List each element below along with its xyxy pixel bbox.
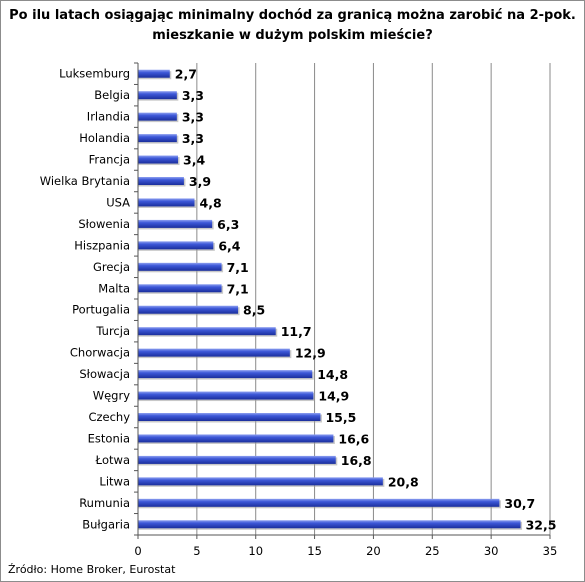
category-label: Węgry <box>93 389 130 403</box>
value-label: 12,9 <box>295 346 326 361</box>
x-tick-label: 5 <box>193 544 200 558</box>
category-label: Hiszpania <box>74 238 130 252</box>
category-label: Portugalia <box>72 303 130 317</box>
value-label: 16,6 <box>338 431 369 446</box>
value-label: 7,1 <box>227 260 249 275</box>
bar <box>138 477 383 486</box>
bar <box>138 520 521 529</box>
category-label: Wielka Brytania <box>40 174 130 188</box>
value-label: 15,5 <box>325 410 356 425</box>
category-label: Irlandia <box>87 110 130 124</box>
value-label: 8,5 <box>243 303 265 318</box>
bar <box>138 219 213 228</box>
category-label: Grecja <box>93 260 130 274</box>
value-label: 6,3 <box>217 217 239 232</box>
bar <box>138 69 170 78</box>
x-tick-label: 30 <box>484 544 499 558</box>
x-tick-label: 35 <box>543 544 558 558</box>
category-label: Rumunia <box>79 496 130 510</box>
category-label: Litwa <box>99 474 130 488</box>
value-label: 16,8 <box>341 453 372 468</box>
value-label: 14,9 <box>318 389 349 404</box>
value-label: 32,5 <box>526 517 557 532</box>
category-label: Łotwa <box>95 453 130 467</box>
category-label: Chorwacja <box>70 346 130 360</box>
value-label: 3,3 <box>182 110 204 125</box>
bar <box>138 305 239 314</box>
x-tick-label: 20 <box>366 544 381 558</box>
bar <box>138 413 321 421</box>
category-label: Słowenia <box>78 217 130 231</box>
value-label: 3,3 <box>182 131 204 146</box>
category-label: Bułgaria <box>82 517 130 531</box>
category-label: USA <box>106 195 130 209</box>
category-label: Luksemburg <box>59 67 130 81</box>
x-tick-label: 0 <box>134 544 141 558</box>
value-label: 11,7 <box>281 324 312 339</box>
category-label: Słowacja <box>79 367 130 381</box>
chart-title: Po ilu latach osiągając minimalny dochód… <box>9 8 576 43</box>
value-label: 14,8 <box>317 367 348 382</box>
bar <box>138 327 276 336</box>
bar <box>138 348 290 357</box>
category-label: Estonia <box>88 431 130 445</box>
value-label: 3,3 <box>182 88 204 103</box>
bar <box>138 284 222 293</box>
bar <box>138 112 177 121</box>
value-label: 3,4 <box>183 153 205 168</box>
bar <box>138 134 177 143</box>
x-tick-label: 25 <box>425 544 440 558</box>
value-label: 2,7 <box>175 67 197 82</box>
category-label: Czechy <box>88 410 130 424</box>
category-label: Turcja <box>95 324 130 338</box>
bar <box>138 241 214 250</box>
value-label: 30,7 <box>504 496 535 511</box>
value-label: 4,8 <box>200 195 222 210</box>
value-label: 20,8 <box>388 474 419 489</box>
bar <box>138 155 179 164</box>
bar <box>138 198 195 207</box>
source-note: Źródło: Home Broker, Eurostat <box>8 563 176 576</box>
category-label: Holandia <box>79 131 130 145</box>
category-label: Francja <box>89 153 130 167</box>
x-tick-label: 10 <box>248 544 263 558</box>
category-label: Belgia <box>94 88 130 102</box>
value-label: 7,1 <box>227 281 249 296</box>
bar <box>138 434 334 443</box>
x-tick-label: 15 <box>307 544 322 558</box>
bar <box>138 177 184 185</box>
bar <box>138 91 177 100</box>
bar <box>138 391 314 400</box>
bar <box>138 498 500 507</box>
value-label: 3,9 <box>189 174 211 189</box>
category-label: Malta <box>98 281 130 295</box>
bar <box>138 455 336 464</box>
value-label: 6,4 <box>218 238 240 253</box>
bar <box>138 370 313 379</box>
bar <box>138 262 222 271</box>
